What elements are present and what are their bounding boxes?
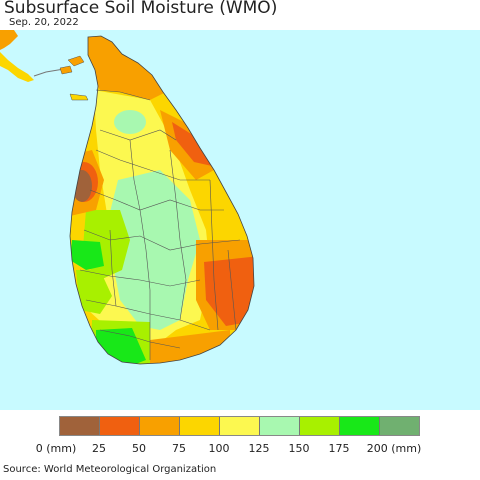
- legend-tick-5: 125: [248, 442, 270, 455]
- legend-swatch-6: [300, 417, 340, 435]
- soil-moisture-map: [0, 30, 480, 410]
- mannar-island: [69, 93, 89, 101]
- legend-swatch-4: [220, 417, 260, 435]
- legend-tick-6: 150: [288, 442, 310, 455]
- legend-colorbar: [59, 416, 420, 436]
- sri-lanka-outline: [69, 35, 255, 365]
- map-title: Subsurface Soil Moisture (WMO): [4, 0, 278, 18]
- legend-swatch-7: [340, 417, 380, 435]
- india-coast-edge: [0, 52, 34, 82]
- legend-tick-4: 100: [208, 442, 230, 455]
- moisture-zones: [70, 36, 254, 364]
- legend-swatch-0: [60, 417, 100, 435]
- legend-tick-1: 25: [92, 442, 106, 455]
- legend-swatch-5: [260, 417, 300, 435]
- map-date: Sep. 20, 2022: [9, 17, 79, 28]
- legend-swatch-8: [380, 417, 419, 435]
- legend-swatch-3: [180, 417, 220, 435]
- legend-tick-2: 50: [132, 442, 146, 455]
- jaffna-islands: [59, 55, 85, 75]
- legend-tick-8: 200 (mm): [366, 442, 422, 455]
- india-coast: [0, 30, 18, 50]
- legend-ticks: 0 (mm) 25 50 75 100 125 150 175 200 (mm): [0, 442, 480, 456]
- district-boundaries: [79, 89, 241, 360]
- legend-tick-3: 75: [172, 442, 186, 455]
- legend-tick-7: 175: [328, 442, 350, 455]
- legend-swatch-1: [100, 417, 140, 435]
- legend-tick-0: 0 (mm): [35, 442, 77, 455]
- source-credit: Source: World Meteorological Organizatio…: [3, 464, 217, 475]
- legend-swatch-2: [140, 417, 180, 435]
